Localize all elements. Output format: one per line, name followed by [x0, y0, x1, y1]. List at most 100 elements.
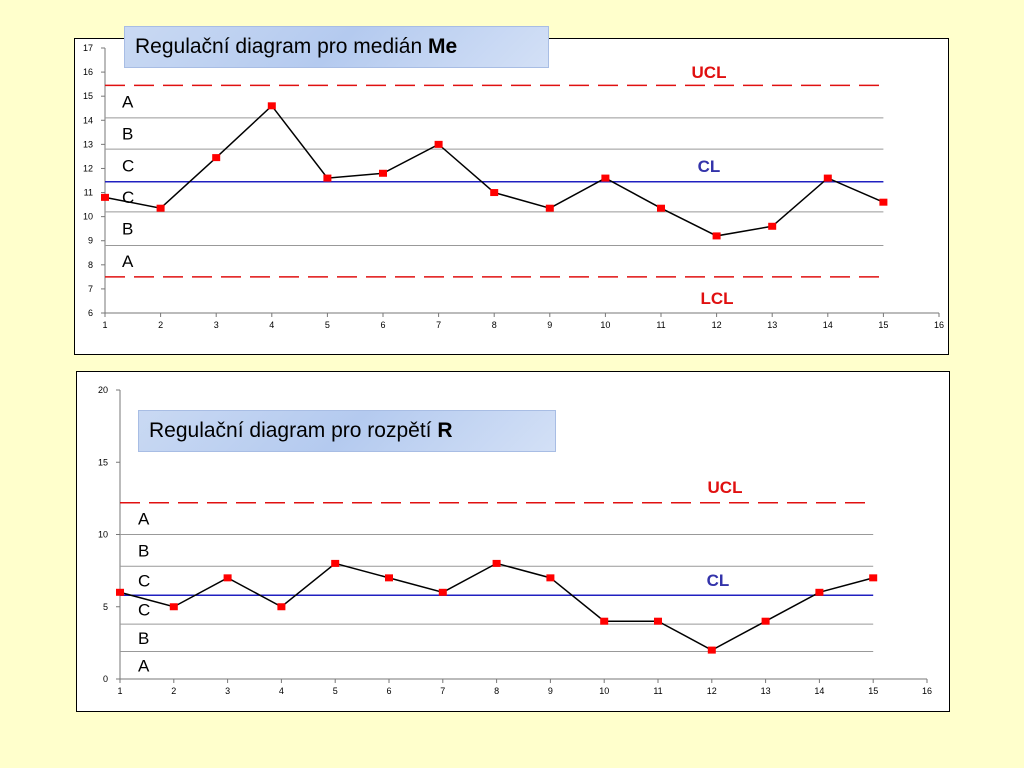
- median-x-tick-label: 14: [823, 320, 833, 330]
- median-x-tick-label: 8: [492, 320, 497, 330]
- median-data-point: [323, 174, 332, 182]
- range-data-point: [600, 617, 609, 625]
- median-data-point: [768, 222, 777, 230]
- range-y-tick-label: 0: [103, 674, 108, 684]
- median-zone-label: C: [122, 188, 134, 207]
- range-x-tick-label: 11: [653, 686, 662, 696]
- range-data-point: [492, 559, 501, 567]
- median-chart-title-symbol: Me: [428, 35, 458, 58]
- range-data-point: [277, 603, 286, 611]
- median-x-tick-label: 4: [269, 320, 274, 330]
- range-x-tick-label: 6: [386, 686, 391, 696]
- range-data-point: [654, 617, 662, 625]
- range-x-tick-label: 7: [440, 686, 445, 696]
- range-data-point: [438, 588, 447, 596]
- range-data-point: [223, 574, 232, 582]
- median-zone-label: B: [122, 220, 133, 239]
- range-data-point: [546, 574, 555, 582]
- median-y-tick-label: 17: [83, 43, 93, 53]
- median-data-point: [434, 140, 443, 148]
- range-x-tick-label: 2: [171, 686, 176, 696]
- median-x-tick-label: 5: [325, 320, 330, 330]
- median-ucl-label: UCL: [692, 63, 727, 82]
- range-x-tick-label: 8: [494, 686, 499, 696]
- range-data-point: [331, 559, 340, 567]
- median-y-tick-label: 7: [88, 284, 93, 294]
- range-series-line: [119, 562, 874, 651]
- range-y-tick-label: 10: [98, 530, 108, 540]
- median-data-point: [267, 102, 276, 110]
- median-data-point: [379, 169, 387, 177]
- median-y-tick-label: 9: [88, 236, 93, 246]
- median-data-point: [545, 204, 554, 212]
- median-chart-panel: 6 7 8 9 10 11 12 13 14 15 16 17 1 2 3 4 5 6 7 8 9 10 11 12 13 14 1…: [74, 38, 949, 355]
- median-data-point: [823, 174, 832, 182]
- median-zone-label: C: [122, 156, 134, 175]
- range-x-tick-label: 1: [117, 686, 122, 696]
- range-x-tick-label: 15: [868, 686, 878, 696]
- median-x-tick-label: 1: [102, 320, 107, 330]
- range-data-point: [169, 603, 178, 611]
- median-data-point: [712, 232, 721, 240]
- median-x-tick-label: 11: [656, 320, 665, 330]
- median-y-tick-label: 8: [88, 260, 93, 270]
- range-data-point: [385, 574, 393, 582]
- range-zone-label: C: [138, 601, 150, 620]
- range-chart-title: Regulační diagram pro rozpětí R: [138, 410, 556, 452]
- median-x-tick-label: 3: [214, 320, 219, 330]
- median-data-point: [490, 189, 499, 197]
- median-data-point: [601, 174, 610, 182]
- median-y-tick-label: 13: [83, 139, 93, 149]
- range-data-point: [815, 588, 824, 596]
- range-zone-label: B: [138, 629, 149, 648]
- range-x-tick-label: 3: [225, 686, 230, 696]
- median-zone-label: B: [122, 125, 133, 144]
- range-zone-label: A: [138, 656, 150, 675]
- median-data-point: [101, 193, 109, 201]
- median-x-tick-label: 9: [547, 320, 552, 330]
- median-x-tick-label: 10: [600, 320, 610, 330]
- median-y-tick-label: 11: [84, 188, 93, 198]
- range-x-tick-label: 13: [761, 686, 771, 696]
- range-y-tick-label: 5: [103, 602, 108, 612]
- median-cl-label: CL: [698, 157, 721, 176]
- range-x-tick-label: 14: [814, 686, 824, 696]
- range-zone-label: C: [138, 572, 150, 591]
- range-x-tick-label: 12: [707, 686, 717, 696]
- range-chart-title-text: Regulační diagram pro rozpětí: [149, 419, 438, 442]
- median-x-tick-label: 7: [436, 320, 441, 330]
- median-y-tick-label: 16: [83, 67, 93, 77]
- range-data-point: [707, 646, 716, 654]
- median-y-tick-label: 6: [88, 308, 93, 318]
- median-y-tick-label: 12: [83, 163, 93, 173]
- median-chart-title: Regulační diagram pro medián Me: [124, 26, 549, 68]
- median-data-point: [657, 204, 665, 212]
- range-zone-label: A: [138, 510, 150, 529]
- median-x-tick-label: 13: [767, 320, 777, 330]
- median-y-tick-label: 10: [83, 212, 93, 222]
- range-x-tick-label: 9: [548, 686, 553, 696]
- median-x-tick-label: 16: [934, 320, 944, 330]
- median-x-tick-label: 12: [712, 320, 722, 330]
- range-x-tick-label: 4: [279, 686, 284, 696]
- median-x-tick-label: 6: [380, 320, 385, 330]
- range-data-point: [761, 617, 770, 625]
- median-series-line: [104, 104, 884, 237]
- median-data-point: [212, 154, 221, 162]
- range-x-tick-label: 16: [922, 686, 932, 696]
- median-zone-label: A: [122, 93, 134, 112]
- range-ucl-label: UCL: [708, 478, 743, 497]
- median-x-tick-label: 2: [158, 320, 163, 330]
- range-x-tick-label: 5: [333, 686, 338, 696]
- range-data-point: [116, 588, 124, 596]
- range-chart-title-symbol: R: [437, 419, 453, 442]
- median-y-tick-label: 14: [83, 115, 93, 125]
- median-y-tick-label: 15: [83, 91, 93, 101]
- range-cl-label: CL: [707, 571, 730, 590]
- range-y-tick-label: 20: [98, 385, 108, 395]
- median-chart-title-text: Regulační diagram pro medián: [135, 35, 428, 58]
- median-zone-label: A: [122, 252, 134, 271]
- range-data-point: [869, 574, 878, 582]
